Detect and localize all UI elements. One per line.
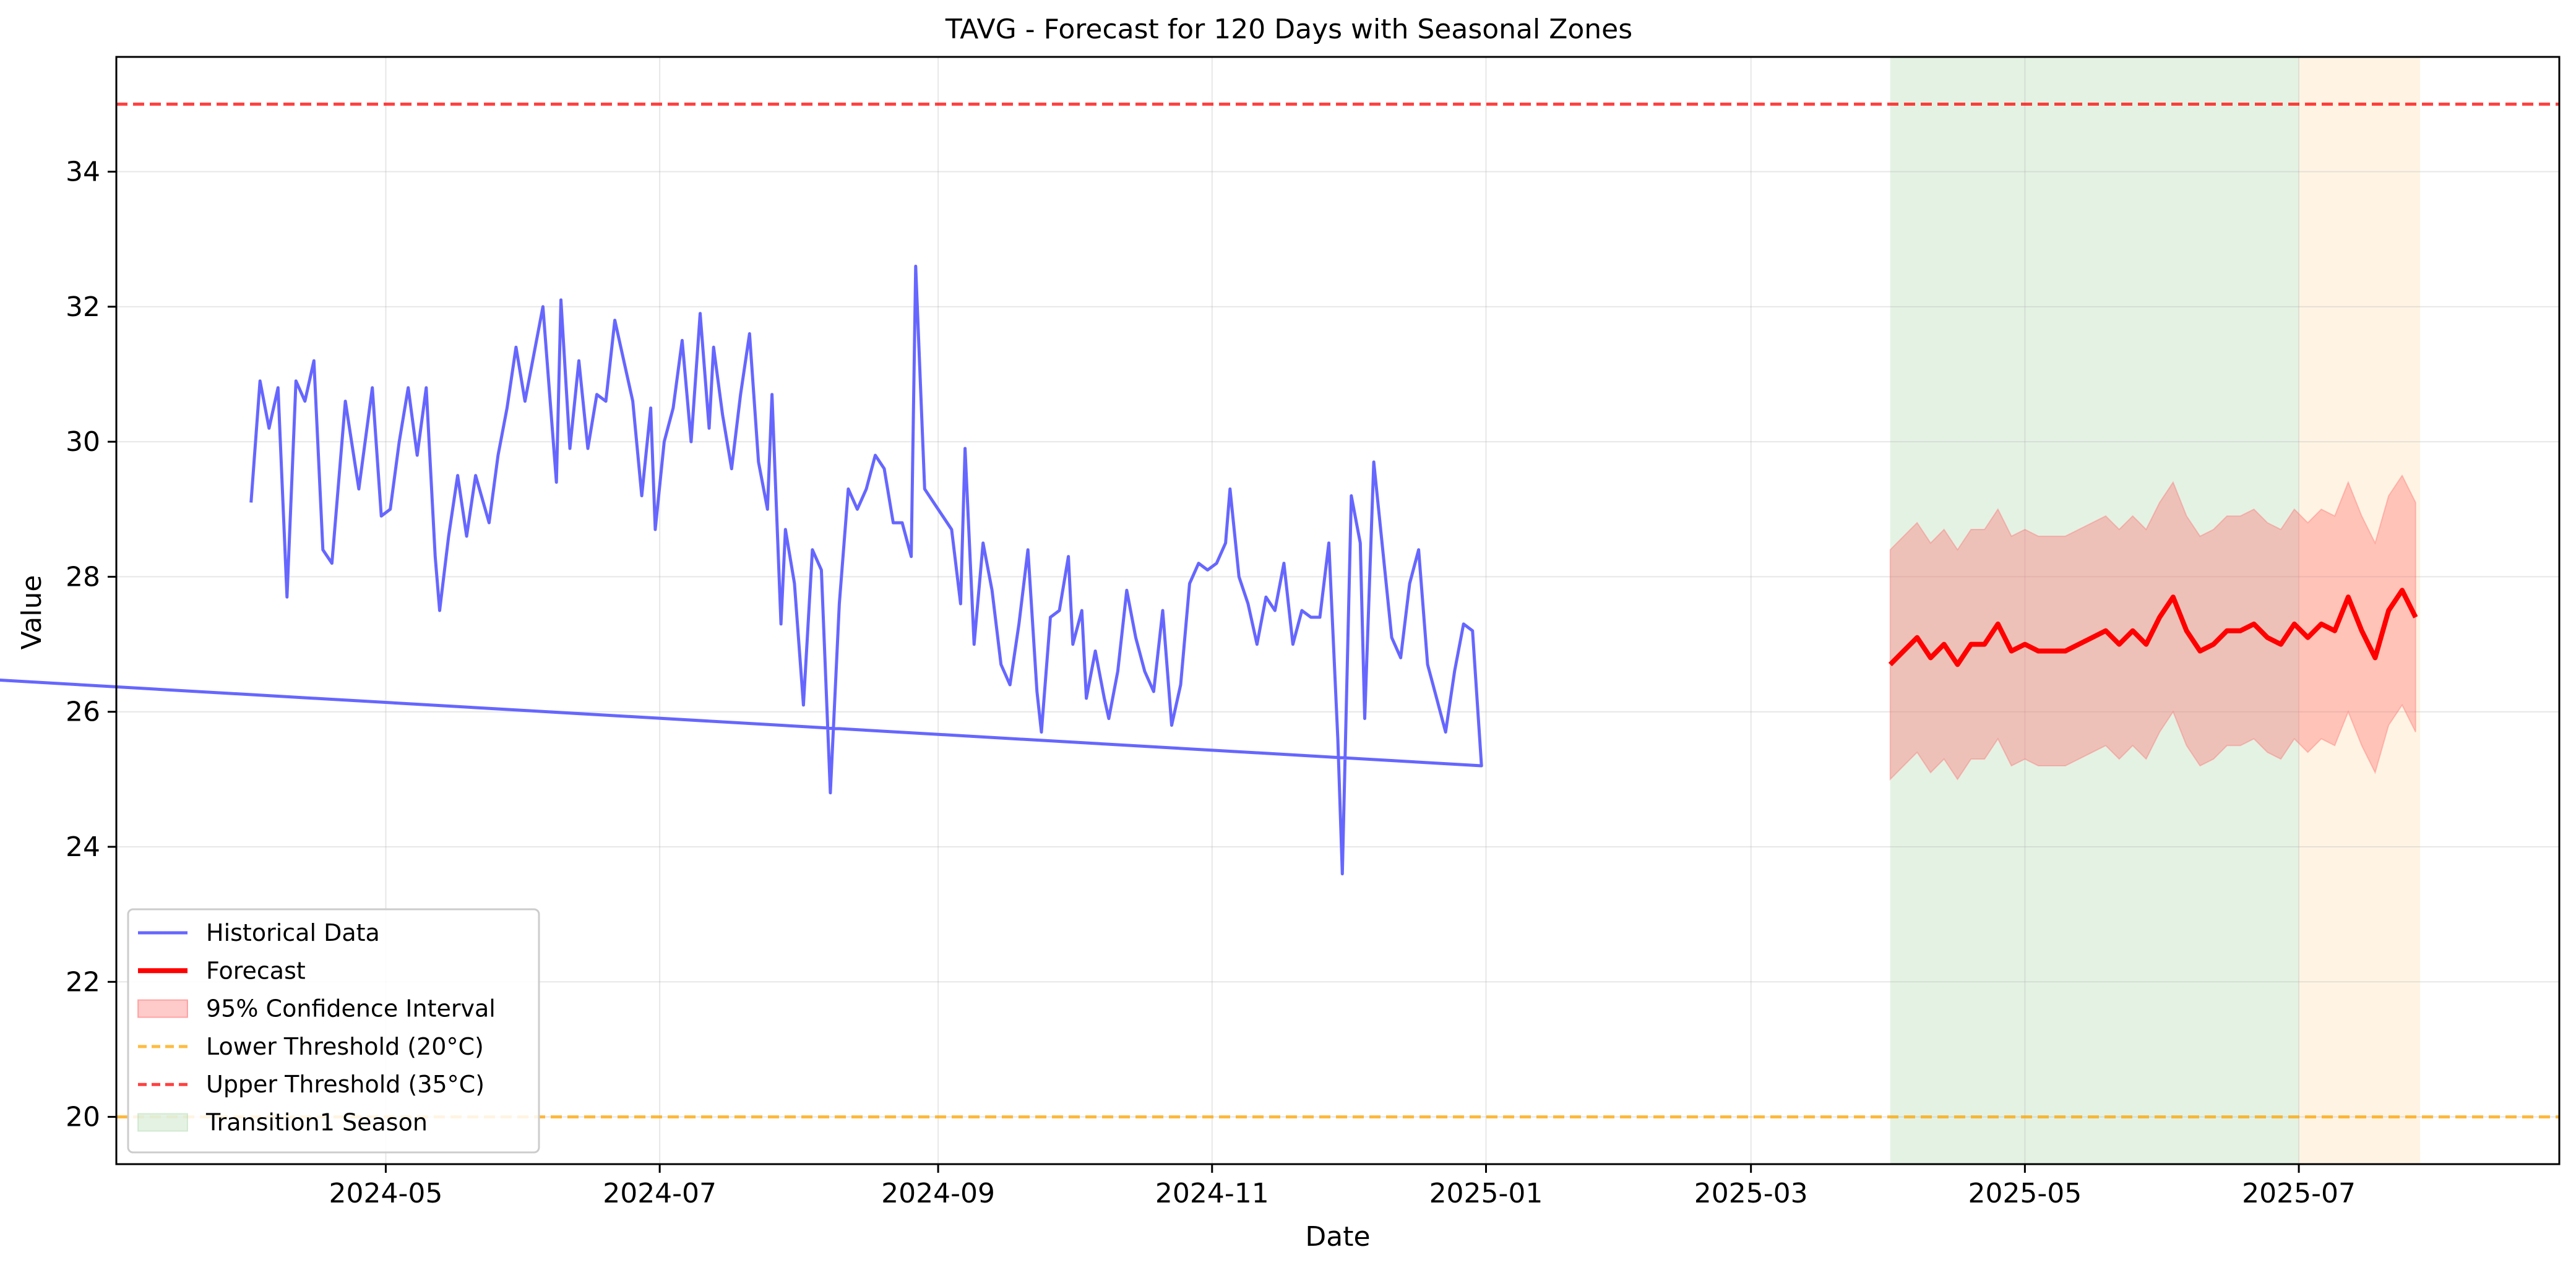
legend-label-5: Upper Threshold (35°C)	[206, 1071, 485, 1098]
x-tick-label-5: 2025-01	[1429, 1178, 1543, 1209]
legend-swatch-6	[137, 1113, 188, 1132]
y-tick-label-2: 22	[66, 966, 100, 998]
x-tick-label-8: 2025-07	[2242, 1178, 2356, 1209]
season-zone-1	[1890, 57, 2299, 1164]
x-tick-label-7: 2025-05	[1968, 1178, 2082, 1209]
historical-data-line	[0, 264, 1483, 876]
y-tick-label-1: 20	[66, 1102, 100, 1133]
legend-label-4: Lower Threshold (20°C)	[206, 1033, 484, 1060]
x-tick-label-4: 2024-11	[1155, 1178, 1269, 1209]
legend-swatch-3	[137, 999, 188, 1018]
x-tick-label-6: 2025-03	[1694, 1178, 1808, 1209]
x-axis-label: Date	[1305, 1221, 1370, 1253]
y-tick-label-8: 34	[66, 156, 100, 188]
chart-title: TAVG - Forecast for 120 Days with Season…	[945, 14, 1632, 45]
x-tick-label-1: 2024-05	[329, 1178, 443, 1209]
axes: 2024-05 2024-07 2024-09 2024-11 2025-01 2025-…	[66, 56, 2561, 1209]
season-zone-2	[2299, 57, 2421, 1164]
series-lines	[0, 264, 2418, 876]
legend-label-3: 95% Confidence Interval	[206, 995, 496, 1022]
y-tick-label-6: 30	[66, 426, 100, 458]
legend-label-1: Historical Data	[206, 919, 380, 946]
legend-label-6: Transition1 Season	[205, 1109, 428, 1136]
y-tick-label-4: 26	[66, 697, 100, 728]
x-tick-label-3: 2024-09	[881, 1178, 995, 1209]
y-tick-label-5: 28	[66, 561, 100, 593]
y-tick-label-7: 32	[66, 291, 100, 323]
forecast-line	[1888, 588, 2418, 667]
season-zones	[1890, 57, 2421, 1164]
legend: Historical Data Forecast 95% Confidence In…	[127, 908, 540, 1154]
legend-box	[127, 908, 540, 1154]
y-tick-label-3: 24	[66, 831, 100, 863]
y-axis-label: Value	[16, 575, 48, 650]
plot-frame	[115, 56, 2561, 1165]
legend-label-2: Forecast	[206, 957, 306, 984]
x-tick-label-2: 2024-07	[603, 1178, 717, 1209]
